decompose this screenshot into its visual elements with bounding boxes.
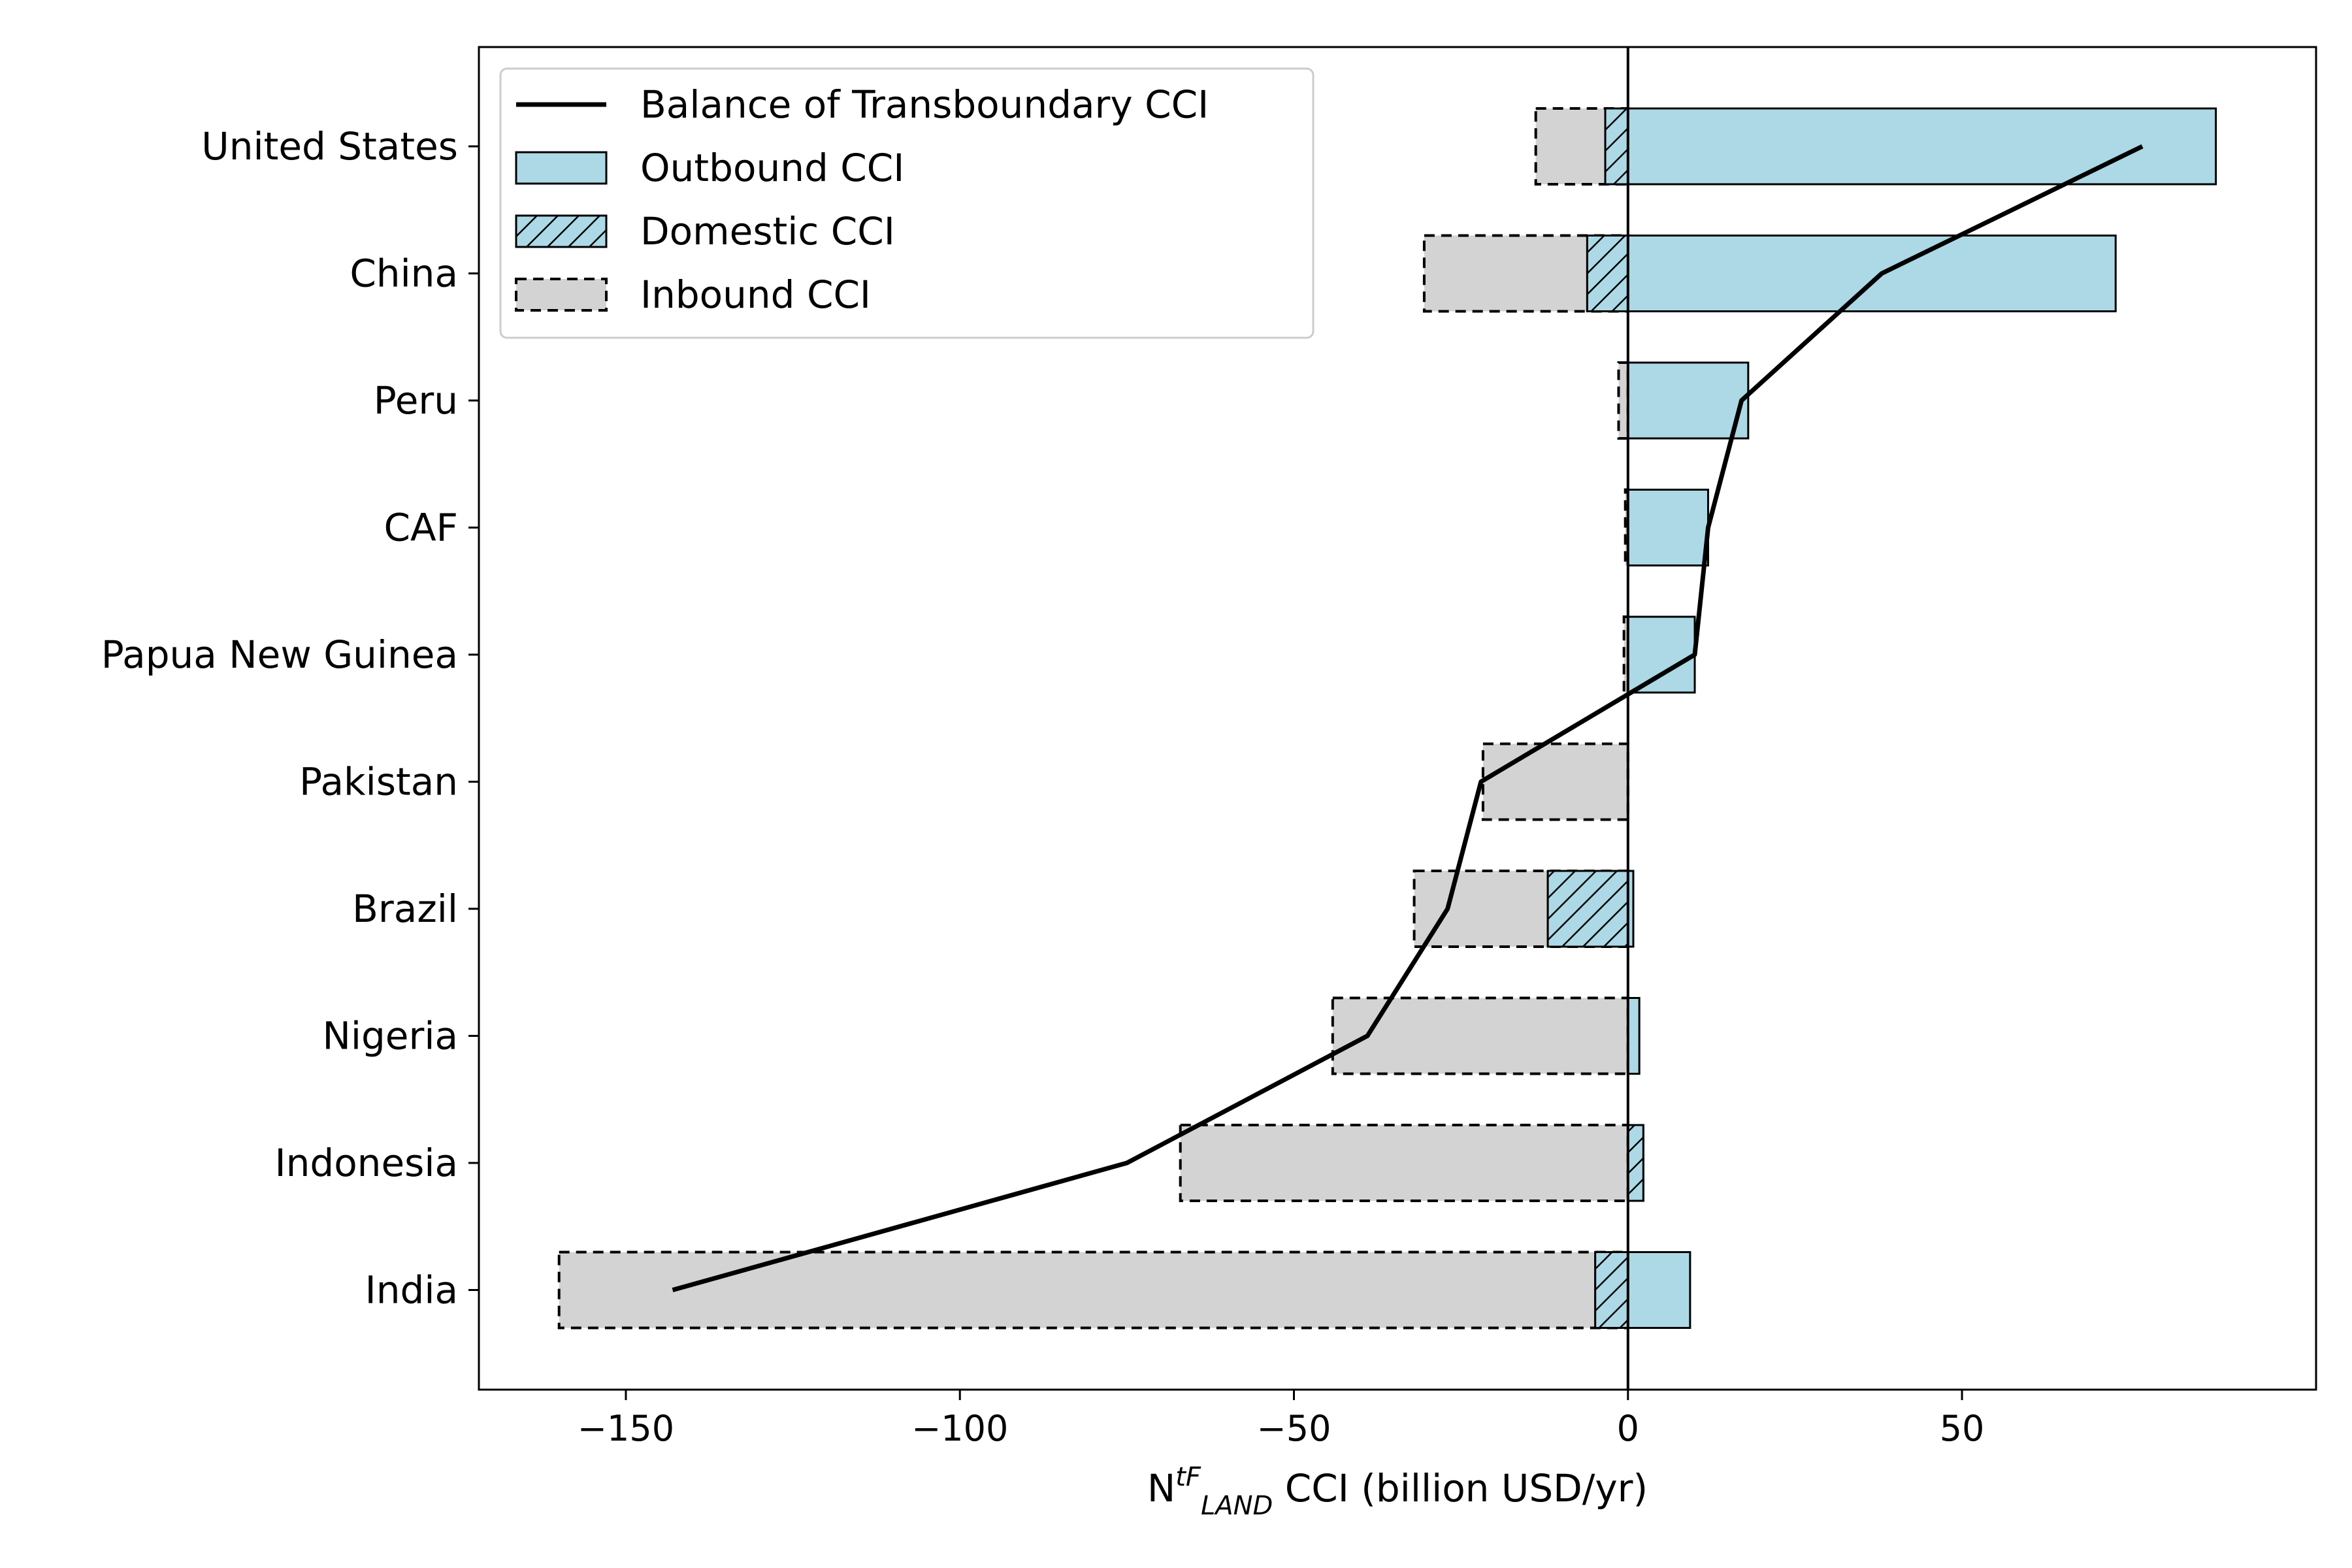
category-label: CAF <box>384 506 458 550</box>
x-tick-label: −50 <box>1257 1408 1331 1449</box>
domestic-bar <box>1594 1251 1629 1329</box>
inbound-bar <box>1331 996 1629 1075</box>
balance-line-layer <box>672 144 2144 1292</box>
legend-box <box>499 67 1315 339</box>
x-axis-label-prefix: N <box>1147 1466 1175 1511</box>
legend-label: Balance of Transboundary CCI <box>640 82 1209 127</box>
bars-layer <box>557 107 2217 1330</box>
legend-swatch-domestic <box>515 214 608 248</box>
category-label: India <box>365 1268 458 1313</box>
x-axis-label-suffix: CCI (billion USD/yr) <box>1273 1466 1648 1511</box>
x-axis-ticks: −150 −100 −50 0 50 <box>578 1390 1985 1449</box>
inbound-bar <box>557 1250 1629 1330</box>
x-tick-label: 50 <box>1940 1408 1985 1449</box>
inbound-bar <box>1179 1124 1629 1202</box>
domestic-bar <box>1604 107 1629 186</box>
x-tick-label: −150 <box>578 1408 674 1449</box>
category-label: Brazil <box>352 887 458 931</box>
legend-swatch-inbound <box>515 278 608 312</box>
outbound-bar <box>1604 107 2217 186</box>
inbound-bar <box>1617 361 1629 440</box>
domestic-bar <box>1627 1124 1644 1202</box>
category-label: Indonesia <box>275 1141 458 1185</box>
x-axis-label-sup: tF <box>1175 1462 1201 1492</box>
outbound-bar <box>1627 997 1641 1075</box>
domestic-bar <box>1586 235 1629 312</box>
domestic-bar <box>1546 870 1629 948</box>
x-tick-label: −100 <box>911 1408 1008 1449</box>
legend-label: Outbound CCI <box>640 146 904 190</box>
balance-line <box>672 144 2144 1292</box>
outbound-bar <box>1627 615 1696 694</box>
y-axis-ticks: United States China Peru CAF Papua New Guine… <box>101 124 479 1313</box>
category-label: Papua New Guinea <box>101 632 458 677</box>
category-label: Nigeria <box>322 1014 458 1058</box>
legend: Balance of Transboundary CCI Outbound CCI… <box>499 67 1315 339</box>
x-axis-label: NtFLAND CCI (billion USD/yr) <box>1147 1462 1648 1521</box>
legend-label: Inbound CCI <box>640 272 871 317</box>
category-label: China <box>350 252 458 296</box>
category-label: Peru <box>374 378 458 423</box>
x-tick-label: 0 <box>1617 1408 1639 1449</box>
legend-swatch-outbound <box>515 151 608 185</box>
inbound-bar <box>1481 742 1629 821</box>
category-label: Pakistan <box>299 760 458 804</box>
legend-label: Domestic CCI <box>640 209 895 253</box>
category-label: United States <box>201 124 458 169</box>
x-axis-label-sub: LAND <box>1201 1491 1273 1521</box>
outbound-bar <box>1627 361 1750 440</box>
outbound-bar <box>1627 489 1709 566</box>
plot-frame <box>478 46 2317 1391</box>
